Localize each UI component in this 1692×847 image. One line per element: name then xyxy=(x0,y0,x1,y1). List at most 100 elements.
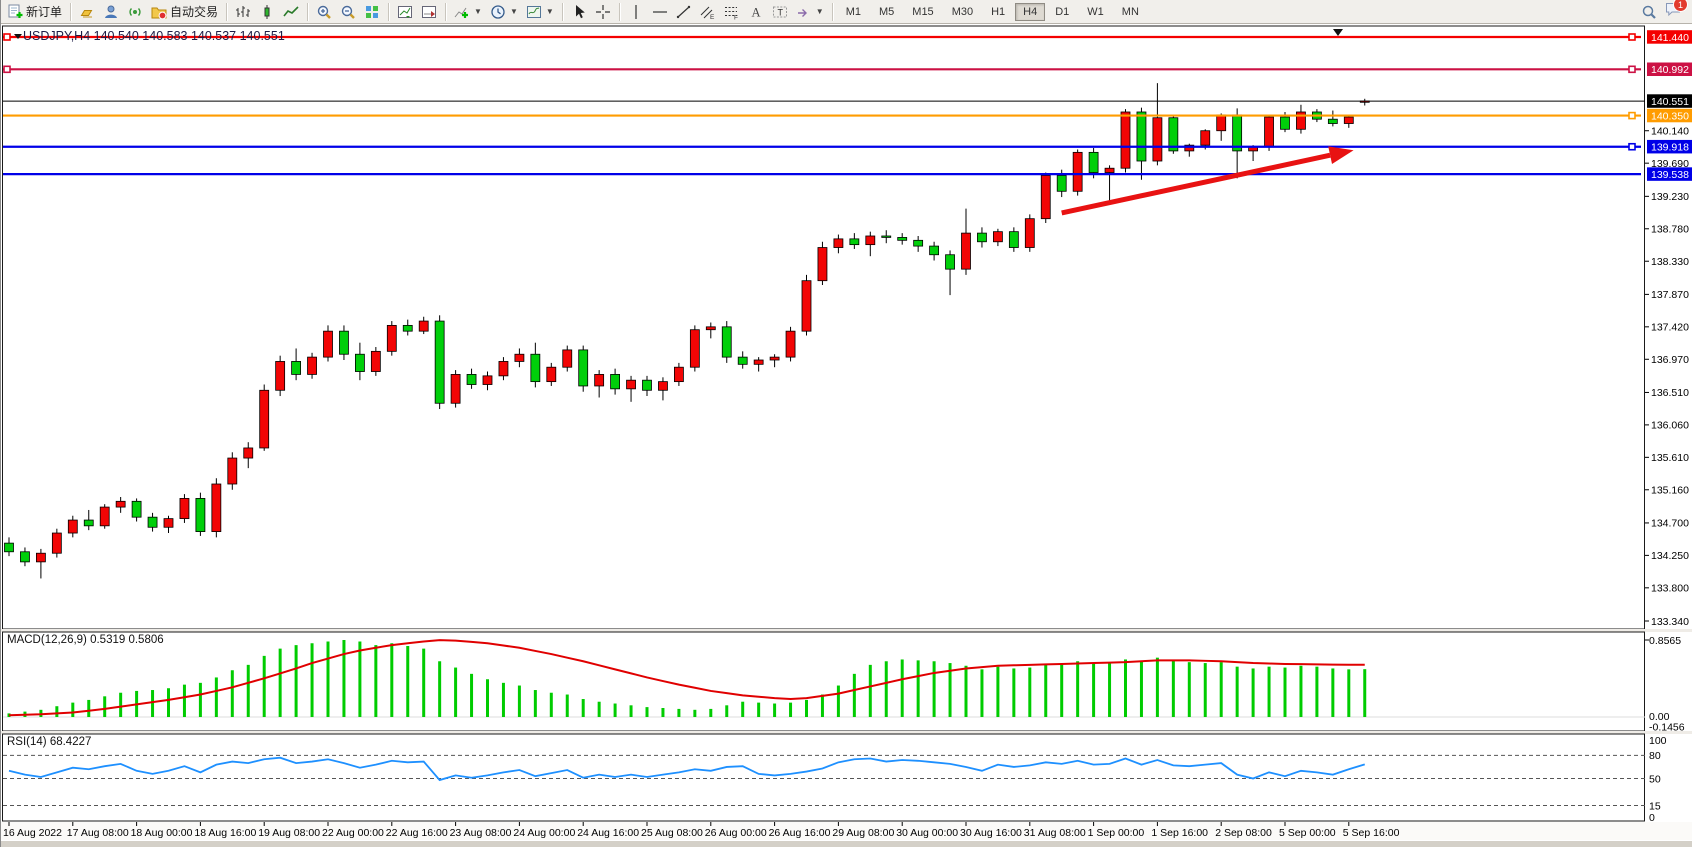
new-order-button[interactable]: 新订单 xyxy=(3,1,66,23)
svg-text:30 Aug 00:00: 30 Aug 00:00 xyxy=(896,827,958,839)
templates-button[interactable]: ▼ xyxy=(522,1,558,23)
timeframe-button-w1[interactable]: W1 xyxy=(1087,5,1104,18)
svg-text:139.538: 139.538 xyxy=(1651,169,1689,181)
label-tool-button[interactable]: T xyxy=(768,1,792,23)
timeframe-button-m30[interactable]: M30 xyxy=(951,5,974,18)
svg-text:22 Aug 00:00: 22 Aug 00:00 xyxy=(322,827,384,839)
cursor-tool-button[interactable] xyxy=(567,1,591,23)
svg-text:140.551: 140.551 xyxy=(1651,96,1689,108)
level-line-141.440[interactable] xyxy=(3,33,1641,41)
toolbar-separator xyxy=(307,2,309,21)
svg-text:136.510: 136.510 xyxy=(1651,387,1689,399)
timeframe-button-h1[interactable]: H1 xyxy=(991,5,1006,18)
template-icon xyxy=(526,4,542,20)
periods-button[interactable]: ▼ xyxy=(486,1,522,23)
crosshair-tool-button[interactable] xyxy=(591,1,615,23)
candle xyxy=(849,238,860,246)
gold-button[interactable] xyxy=(75,1,99,23)
candle xyxy=(275,361,286,391)
search-icon[interactable] xyxy=(1641,4,1657,20)
notification-badge: 1 xyxy=(1673,0,1688,12)
level-line-140.992[interactable] xyxy=(3,65,1641,74)
candlestick-mode-button[interactable] xyxy=(255,1,279,23)
svg-text:25 Aug 08:00: 25 Aug 08:00 xyxy=(641,827,703,839)
candle xyxy=(961,232,971,270)
trendline-tool-button[interactable] xyxy=(672,1,696,23)
candle xyxy=(450,374,461,404)
chart-shift-marker[interactable] xyxy=(1333,29,1343,36)
candle xyxy=(227,457,238,485)
candle xyxy=(83,519,94,527)
autotrading-button[interactable]: 自动交易 xyxy=(147,1,222,23)
svg-text:19 Aug 08:00: 19 Aug 08:00 xyxy=(258,827,320,839)
timeframe-button-m1[interactable]: M1 xyxy=(845,5,861,18)
candle xyxy=(1264,116,1274,147)
candle xyxy=(147,516,158,528)
candle xyxy=(610,374,620,390)
auto-scroll-button[interactable] xyxy=(393,1,417,23)
toolbar: 新订单 自动交易 ▼ ▼ ▼ E F A T ▼ xyxy=(1,0,1692,24)
text-tool-button[interactable]: A xyxy=(744,1,768,23)
timeframe-button-d1[interactable]: D1 xyxy=(1055,5,1070,18)
profile-icon xyxy=(103,4,119,20)
candle xyxy=(1024,218,1035,248)
vertical-line-tool-button[interactable] xyxy=(624,1,648,23)
trend-arrow[interactable] xyxy=(1061,146,1354,216)
notifications-button[interactable]: 1 xyxy=(1665,0,1688,22)
zoom-out-button[interactable] xyxy=(336,1,360,23)
horizontal-line-tool-button[interactable] xyxy=(648,1,672,23)
price-badge: 139.918 xyxy=(1647,139,1692,154)
channel-tool-button[interactable]: E xyxy=(696,1,720,23)
svg-text:141.440: 141.440 xyxy=(1651,32,1689,44)
candle xyxy=(1200,130,1211,146)
timeframe-button-mn[interactable]: MN xyxy=(1121,5,1139,18)
clock-icon xyxy=(490,4,506,20)
candle xyxy=(769,356,780,361)
candle xyxy=(753,359,764,365)
zoom-in-button[interactable] xyxy=(312,1,336,23)
candle xyxy=(594,374,605,387)
macd-histogram xyxy=(7,640,1367,717)
profile-button[interactable] xyxy=(99,1,123,23)
line-chart-mode-button[interactable] xyxy=(279,1,303,23)
bar-chart-mode-button[interactable] xyxy=(231,1,255,23)
level-line-140.350[interactable] xyxy=(3,111,1641,120)
timeframe-button-h4[interactable]: H4 xyxy=(1015,2,1046,21)
svg-text:136.060: 136.060 xyxy=(1651,420,1689,432)
chart-canvas[interactable]: 140.140 139.690 139.230 138.780 138.330 137.8… xyxy=(1,24,1692,847)
shapes-tool-button[interactable]: ▼ xyxy=(792,1,828,23)
tile-windows-button[interactable] xyxy=(360,1,384,23)
chart-shift-button[interactable] xyxy=(417,1,441,23)
fibonacci-tool-button[interactable]: F xyxy=(720,1,744,23)
timeframe-group: M1 M5 M15 M30 H1 H4 D1 W1 MN xyxy=(837,2,1148,21)
candle xyxy=(1327,118,1338,124)
main-pane[interactable] xyxy=(2,25,1645,630)
svg-text:23 Aug 08:00: 23 Aug 08:00 xyxy=(450,827,512,839)
signals-button[interactable] xyxy=(123,1,147,23)
level-line-139.918[interactable] xyxy=(3,142,1641,151)
candle xyxy=(370,350,381,372)
chevron-down-icon: ▼ xyxy=(474,7,482,16)
candle xyxy=(514,353,525,362)
timeframe-button-m15[interactable]: M15 xyxy=(912,5,934,18)
svg-text:29 Aug 08:00: 29 Aug 08:00 xyxy=(832,827,894,839)
indicators-button[interactable]: ▼ xyxy=(450,1,486,23)
svg-text:T: T xyxy=(777,7,783,17)
candle xyxy=(1008,231,1019,248)
candle xyxy=(945,254,955,270)
svg-text:134.250: 134.250 xyxy=(1651,550,1689,562)
timeframe-button-m5[interactable]: M5 xyxy=(879,5,895,18)
candle xyxy=(307,356,317,375)
label-icon: T xyxy=(772,4,788,20)
text-icon: A xyxy=(748,4,764,20)
candle xyxy=(20,551,30,563)
candle xyxy=(1136,111,1147,162)
rsi-pane[interactable] xyxy=(2,733,1645,822)
candle xyxy=(51,532,62,554)
candle xyxy=(402,324,413,332)
candle xyxy=(131,500,142,518)
chart-window[interactable]: 140.140 139.690 139.230 138.780 138.330 137.8… xyxy=(1,24,1692,847)
candlestick-icon xyxy=(259,4,275,20)
candle xyxy=(195,498,206,532)
